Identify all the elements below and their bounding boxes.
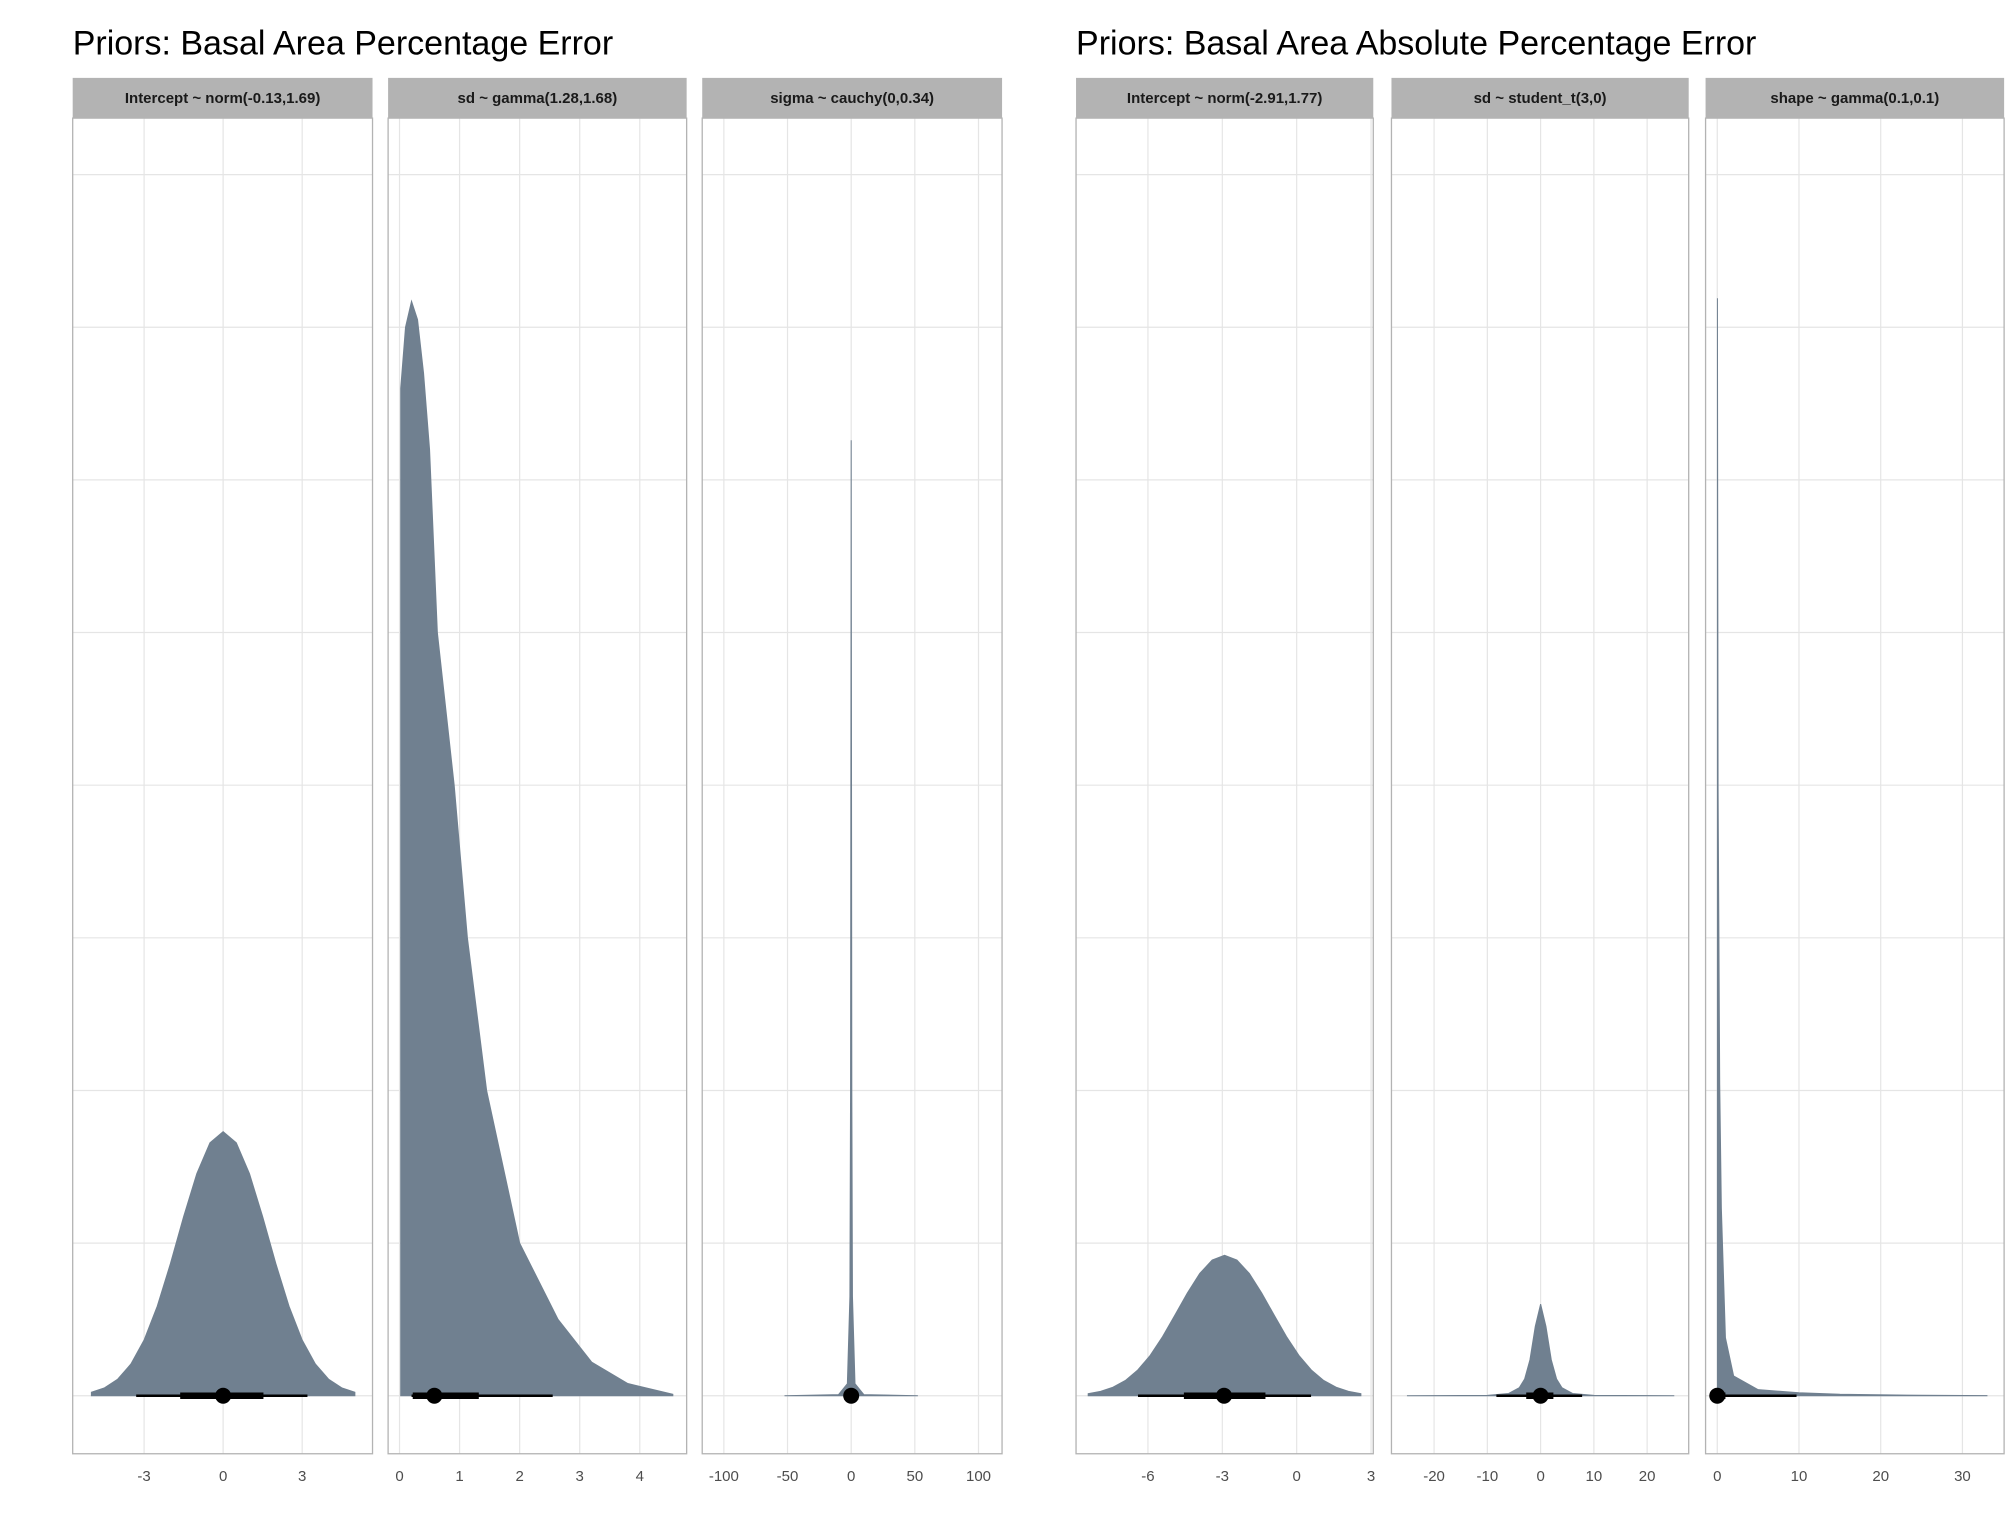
x-tick-label: 50 (906, 1468, 923, 1485)
x-tick-label: -6 (1141, 1468, 1154, 1485)
x-tick-label: 100 (966, 1468, 991, 1485)
x-tick-label: 3 (298, 1468, 306, 1485)
panel-title: shape ~ gamma(0.1,0.1) (1770, 90, 1939, 107)
x-tick-label: -10 (1476, 1468, 1498, 1485)
x-tick-label: 2 (515, 1468, 523, 1485)
panel-title: sigma ~ cauchy(0,0.34) (770, 90, 934, 107)
x-tick-label: 4 (636, 1468, 644, 1485)
density-area (1716, 298, 1988, 1397)
strip (1391, 77, 1689, 119)
point-estimate (1216, 1387, 1233, 1404)
x-tick-label: 0 (847, 1468, 855, 1485)
strip (1076, 77, 1374, 119)
point-estimate (215, 1387, 232, 1404)
x-tick-label: 3 (576, 1468, 584, 1485)
x-tick-label: -100 (709, 1468, 739, 1485)
x-tick-label: 20 (1639, 1468, 1656, 1485)
x-tick-label: -3 (1216, 1468, 1229, 1485)
density-area (784, 440, 918, 1397)
strip (1705, 77, 2005, 119)
strip (72, 77, 373, 119)
density-area (90, 1131, 356, 1397)
panel-border (1390, 117, 1690, 1455)
point-estimate (1709, 1387, 1726, 1404)
panel-border (72, 117, 374, 1455)
x-tick-label: -20 (1423, 1468, 1445, 1485)
panel-title: Intercept ~ norm(-2.91,1.77) (1127, 90, 1322, 107)
strip (388, 77, 687, 119)
x-tick-label: -3 (137, 1468, 150, 1485)
x-tick-label: 0 (1293, 1468, 1301, 1485)
panel-title: sd ~ student_t(3,0) (1474, 90, 1607, 107)
panel-title: sd ~ gamma(1.28,1.68) (458, 90, 618, 107)
point-estimate (843, 1387, 860, 1404)
density-area (1406, 1304, 1675, 1397)
x-tick-label: 0 (395, 1468, 403, 1485)
x-tick-label: 3 (1367, 1468, 1375, 1485)
chart-title: Priors: Basal Area Percentage Error (73, 24, 613, 62)
x-tick-label: 1 (455, 1468, 463, 1485)
x-tick-label: 10 (1586, 1468, 1603, 1485)
x-tick-label: 10 (1791, 1468, 1808, 1485)
density-area (400, 299, 674, 1397)
panel-border (1075, 117, 1374, 1455)
chart-title: Priors: Basal Area Absolute Percentage E… (1076, 24, 1756, 62)
x-tick-label: 0 (219, 1468, 227, 1485)
panel-border (387, 117, 688, 1455)
x-tick-label: 0 (1713, 1468, 1721, 1485)
point-estimate (426, 1387, 443, 1404)
x-tick-label: 20 (1872, 1468, 1889, 1485)
x-tick-label: 0 (1536, 1468, 1544, 1485)
strip (702, 77, 1003, 119)
density-area (1087, 1254, 1362, 1397)
panel-border (701, 117, 1003, 1455)
x-tick-label: 30 (1954, 1468, 1971, 1485)
panel-title: Intercept ~ norm(-0.13,1.69) (125, 90, 320, 107)
panel-border (1704, 117, 2005, 1455)
point-estimate (1532, 1387, 1549, 1404)
x-tick-label: -50 (777, 1468, 799, 1485)
